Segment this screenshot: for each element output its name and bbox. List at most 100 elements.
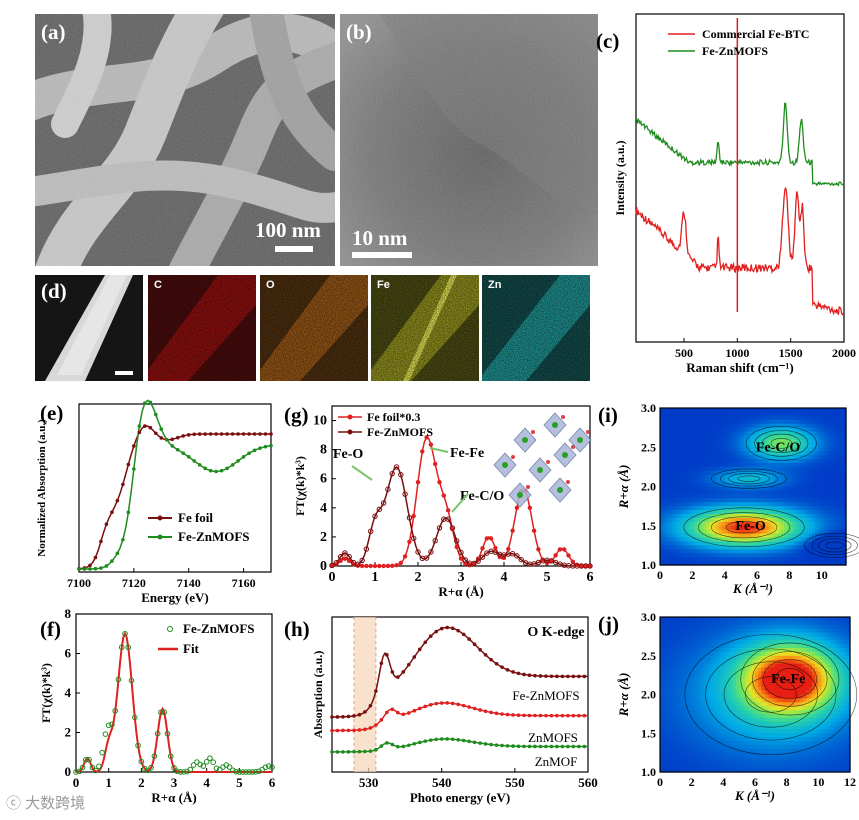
heat-cell [720, 748, 724, 754]
heat-cell [793, 663, 797, 668]
data-point [88, 567, 92, 571]
heat-cell [796, 513, 801, 519]
heat-cell [808, 725, 813, 730]
heat-cell [688, 737, 693, 742]
heat-cell [774, 439, 779, 444]
heat-cell [799, 617, 804, 622]
heat-cell [694, 529, 698, 535]
heat-cell [684, 498, 689, 503]
heat-cell [811, 478, 816, 484]
heat-cell [808, 517, 813, 523]
heat-cell [681, 510, 686, 515]
heat-cell [700, 474, 704, 480]
heat-cell [774, 419, 779, 425]
heat-cell [830, 529, 835, 535]
heat-cell [748, 737, 753, 742]
heat-cell [712, 521, 717, 527]
heat-cell [834, 648, 838, 653]
heat-cell [723, 713, 728, 719]
heat-cell [694, 486, 698, 492]
heat-cell [755, 648, 759, 653]
heat-cell [748, 682, 753, 688]
heat-cell [701, 620, 705, 626]
heat-cell [839, 466, 844, 472]
heat-cell [780, 686, 785, 692]
heat-cell [718, 447, 723, 452]
heat-cell [718, 561, 723, 566]
heat-cell [712, 545, 717, 550]
data-point [219, 468, 224, 473]
heat-cell [691, 474, 695, 480]
heat-cell [808, 486, 813, 492]
heat-cell [818, 620, 823, 626]
heat-cell [736, 717, 740, 723]
heat-cell [755, 698, 759, 703]
heat-cell [796, 648, 800, 653]
heat-cell [774, 636, 778, 641]
heat-cell [745, 690, 750, 696]
heat-cell [808, 682, 813, 688]
heat-cell [749, 415, 754, 421]
heat-cell [675, 748, 680, 754]
heat-cell [787, 486, 791, 492]
heat-cell [767, 725, 772, 730]
heat-cell [808, 698, 813, 703]
heat-cell [830, 549, 835, 554]
data-point [471, 560, 477, 567]
heat-cell [805, 752, 810, 758]
heat-cell [839, 415, 844, 421]
heat-cell [660, 513, 664, 519]
heat-cell [784, 459, 788, 464]
heat-cell [770, 655, 775, 661]
heat-cell [827, 682, 832, 688]
heat-cell [675, 521, 680, 527]
heat-cell [818, 525, 822, 531]
heat-cell [802, 439, 807, 444]
heat-cell [842, 525, 847, 531]
heat-cell [691, 427, 695, 433]
heat-cell [736, 675, 740, 680]
heat-cell [698, 760, 702, 765]
heat-cell [742, 651, 747, 657]
heat-cell [731, 510, 735, 515]
heat-cell [723, 756, 728, 761]
heat-cell [777, 529, 782, 535]
heat-cell [808, 617, 813, 622]
heat-cell [815, 624, 819, 630]
heat-cell [666, 482, 670, 488]
heat-cell [746, 506, 751, 511]
heat-cell [675, 529, 680, 535]
heat-cell [718, 435, 723, 440]
heat-cell [746, 502, 751, 507]
heat-cell [663, 447, 667, 452]
heat-cell [669, 545, 673, 550]
heat-cell [827, 748, 832, 754]
heat-cell [802, 486, 807, 492]
heat-cell [740, 517, 745, 523]
heat-cell [698, 713, 702, 719]
heat-cell [669, 521, 673, 527]
heat-cell [726, 667, 731, 672]
heat-cell [767, 632, 772, 637]
heat-cell [737, 455, 742, 460]
heat-cell [672, 756, 677, 761]
heat-cell [789, 640, 794, 645]
heat-cell [740, 482, 745, 488]
heat-cell [720, 764, 724, 769]
heat-cell [811, 517, 816, 523]
heat-cell [660, 717, 664, 723]
eds-dark-field: (d) [35, 275, 143, 381]
heat-cell [815, 706, 819, 711]
heat-cell [764, 744, 769, 750]
heat-cell [815, 756, 819, 761]
heat-cell [672, 729, 677, 734]
heat-cell [694, 756, 699, 761]
heat-cell [712, 423, 717, 429]
heat-cell [815, 490, 819, 495]
heat-cell [827, 443, 832, 448]
heat-cell [827, 510, 832, 515]
heat-cell [745, 725, 750, 730]
heat-cell [821, 624, 826, 630]
heat-cell [774, 725, 778, 730]
heat-cell [743, 521, 748, 527]
